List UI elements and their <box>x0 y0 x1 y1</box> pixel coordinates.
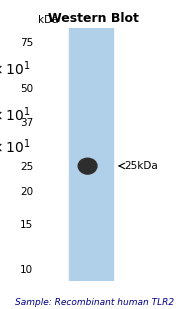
Text: Sample: Recombinant human TLR2: Sample: Recombinant human TLR2 <box>15 298 175 307</box>
Title: Western Blot: Western Blot <box>48 12 139 25</box>
Ellipse shape <box>78 158 97 174</box>
Text: kDa: kDa <box>38 15 59 25</box>
Bar <box>69 28 113 281</box>
Text: 25kDa: 25kDa <box>124 161 158 171</box>
